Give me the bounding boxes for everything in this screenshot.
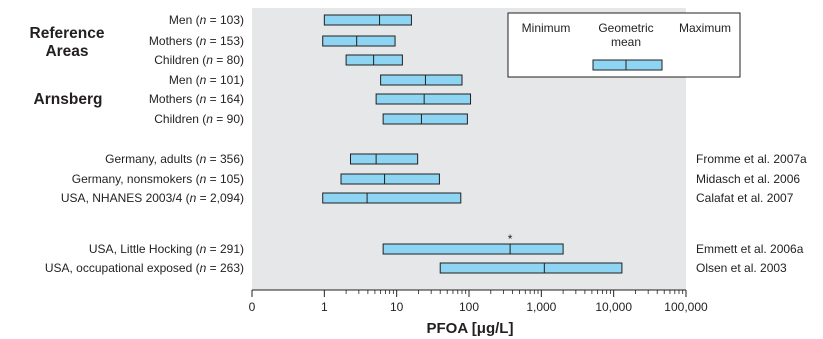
row-label: Germany, adults (n = 356) — [105, 152, 244, 166]
range-box — [349, 153, 419, 165]
legend-minimum-label: Minimum — [522, 21, 571, 35]
x-tick-label: 10,000 — [595, 300, 632, 314]
range-box — [322, 192, 462, 204]
pfoa-range-chart: Minimum Geometric mean Maximum Reference A… — [30, 8, 807, 337]
row-label-n: n — [200, 73, 207, 87]
row-label: Children (n = 90) — [154, 112, 244, 126]
reference-label: Olsen et al. 2003 — [696, 261, 787, 275]
range-box — [340, 173, 440, 185]
row-label-suffix: = 291) — [206, 242, 244, 256]
row-label-suffix: = 356) — [206, 152, 244, 166]
row-label-prefix: Men ( — [169, 13, 200, 27]
row-label-n: n — [200, 34, 207, 48]
x-tick-label: 1,000 — [526, 300, 556, 314]
row-label-suffix: = 105) — [206, 172, 244, 186]
row-label: Men (n = 103) — [169, 13, 244, 27]
row-label: USA, NHANES 2003/4 (n = 2,094) — [61, 191, 244, 205]
row-label-suffix: = 2,094) — [196, 191, 244, 205]
asterisk-marker: * — [508, 232, 513, 246]
row-label-suffix: = 153) — [206, 34, 244, 48]
range-row: Mothers (n = 153) — [149, 34, 396, 48]
range-row: Germany, adults (n = 356) Fromme et al. 2… — [105, 152, 807, 166]
x-tick-label: 100,000 — [664, 300, 708, 314]
x-tick-label: 10 — [390, 300, 404, 314]
row-label-suffix: = 263) — [206, 261, 244, 275]
x-axis: 0 1 10 100 1,000 10,000 100,000 — [249, 289, 708, 314]
row-label-suffix: = 164) — [206, 92, 244, 106]
row-label: Men (n = 101) — [169, 73, 244, 87]
range-row: USA, occupational exposed (n = 263) Olsen… — [45, 261, 787, 275]
row-label-n: n — [200, 13, 207, 27]
range-row: Men (n = 101) — [169, 73, 463, 87]
legend-range-box — [592, 59, 663, 71]
row-label-prefix: USA, Little Hocking ( — [89, 242, 200, 256]
row-label: Mothers (n = 153) — [149, 34, 244, 48]
row-label-suffix: = 101) — [206, 73, 244, 87]
range-row: Children (n = 90) — [154, 112, 468, 126]
row-label-suffix: = 103) — [206, 13, 244, 27]
range-row: USA, NHANES 2003/4 (n = 2,094) Calafat et… — [61, 191, 794, 205]
row-label-n: n — [200, 242, 207, 256]
range-box — [382, 113, 468, 125]
range-row: Germany, nonsmokers (n = 105) Midasch et … — [72, 172, 801, 186]
row-label-n: n — [200, 172, 207, 186]
range-rows: Men (n = 103)Mothers (n = 153)Children (… — [45, 13, 807, 275]
row-label-suffix: = 90) — [213, 112, 244, 126]
row-label: Mothers (n = 164) — [149, 92, 244, 106]
x-axis-title: PFOA [μg/L] — [427, 320, 514, 337]
x-tick-label: 100 — [459, 300, 479, 314]
row-label: Children (n = 80) — [154, 53, 244, 67]
reference-label: Emmett et al. 2006a — [696, 242, 804, 256]
range-row: Children (n = 80) — [154, 53, 403, 67]
row-label-n: n — [200, 152, 207, 166]
row-label-suffix: = 80) — [213, 53, 244, 67]
row-label: USA, Little Hocking (n = 291) — [89, 242, 244, 256]
range-box — [439, 262, 623, 274]
range-box — [345, 54, 403, 66]
row-label-n: n — [200, 261, 207, 275]
range-row: Mothers (n = 164) — [149, 92, 472, 106]
legend-geometric-mean-label: Geometric mean — [598, 21, 653, 49]
row-label-prefix: Children ( — [154, 112, 206, 126]
row-label-prefix: Germany, adults ( — [105, 152, 199, 166]
range-box — [375, 93, 472, 105]
x-tick-label: 0 — [249, 300, 256, 314]
group-label-reference-areas: Reference Areas — [30, 25, 105, 60]
range-row: Men (n = 103) — [169, 13, 412, 27]
range-row: USA, Little Hocking (n = 291) * Emmett et … — [89, 232, 804, 256]
legend-maximum-label: Maximum — [679, 21, 731, 35]
row-label-prefix: USA, occupational exposed ( — [45, 261, 200, 275]
range-box — [380, 74, 463, 86]
row-label-prefix: Children ( — [154, 53, 206, 67]
text-line: Geometric — [598, 21, 653, 35]
group-label-arnsberg: Arnsberg — [34, 91, 103, 108]
reference-label: Calafat et al. 2007 — [696, 191, 794, 205]
reference-label: Fromme et al. 2007a — [696, 152, 807, 166]
row-label-n: n — [206, 112, 213, 126]
x-tick-label: 1 — [321, 300, 328, 314]
row-label-n: n — [190, 191, 197, 205]
row-label: Germany, nonsmokers (n = 105) — [72, 172, 244, 186]
row-label-prefix: Mothers ( — [149, 92, 200, 106]
row-label-prefix: Mothers ( — [149, 34, 200, 48]
row-label-prefix: Men ( — [169, 73, 200, 87]
text-line: Arnsberg — [34, 91, 103, 108]
text-line: Areas — [45, 43, 88, 60]
range-box — [322, 35, 396, 47]
text-line: mean — [611, 35, 641, 49]
row-label-n: n — [200, 92, 207, 106]
range-box — [382, 243, 564, 255]
row-label: USA, occupational exposed (n = 263) — [45, 261, 244, 275]
row-label-prefix: USA, NHANES 2003/4 ( — [61, 191, 190, 205]
range-box — [323, 14, 412, 26]
reference-label: Midasch et al. 2006 — [696, 172, 800, 186]
row-label-prefix: Germany, nonsmokers ( — [72, 172, 200, 186]
row-label-n: n — [206, 53, 213, 67]
text-line: Reference — [30, 25, 105, 42]
legend: Minimum Geometric mean Maximum — [507, 12, 741, 78]
